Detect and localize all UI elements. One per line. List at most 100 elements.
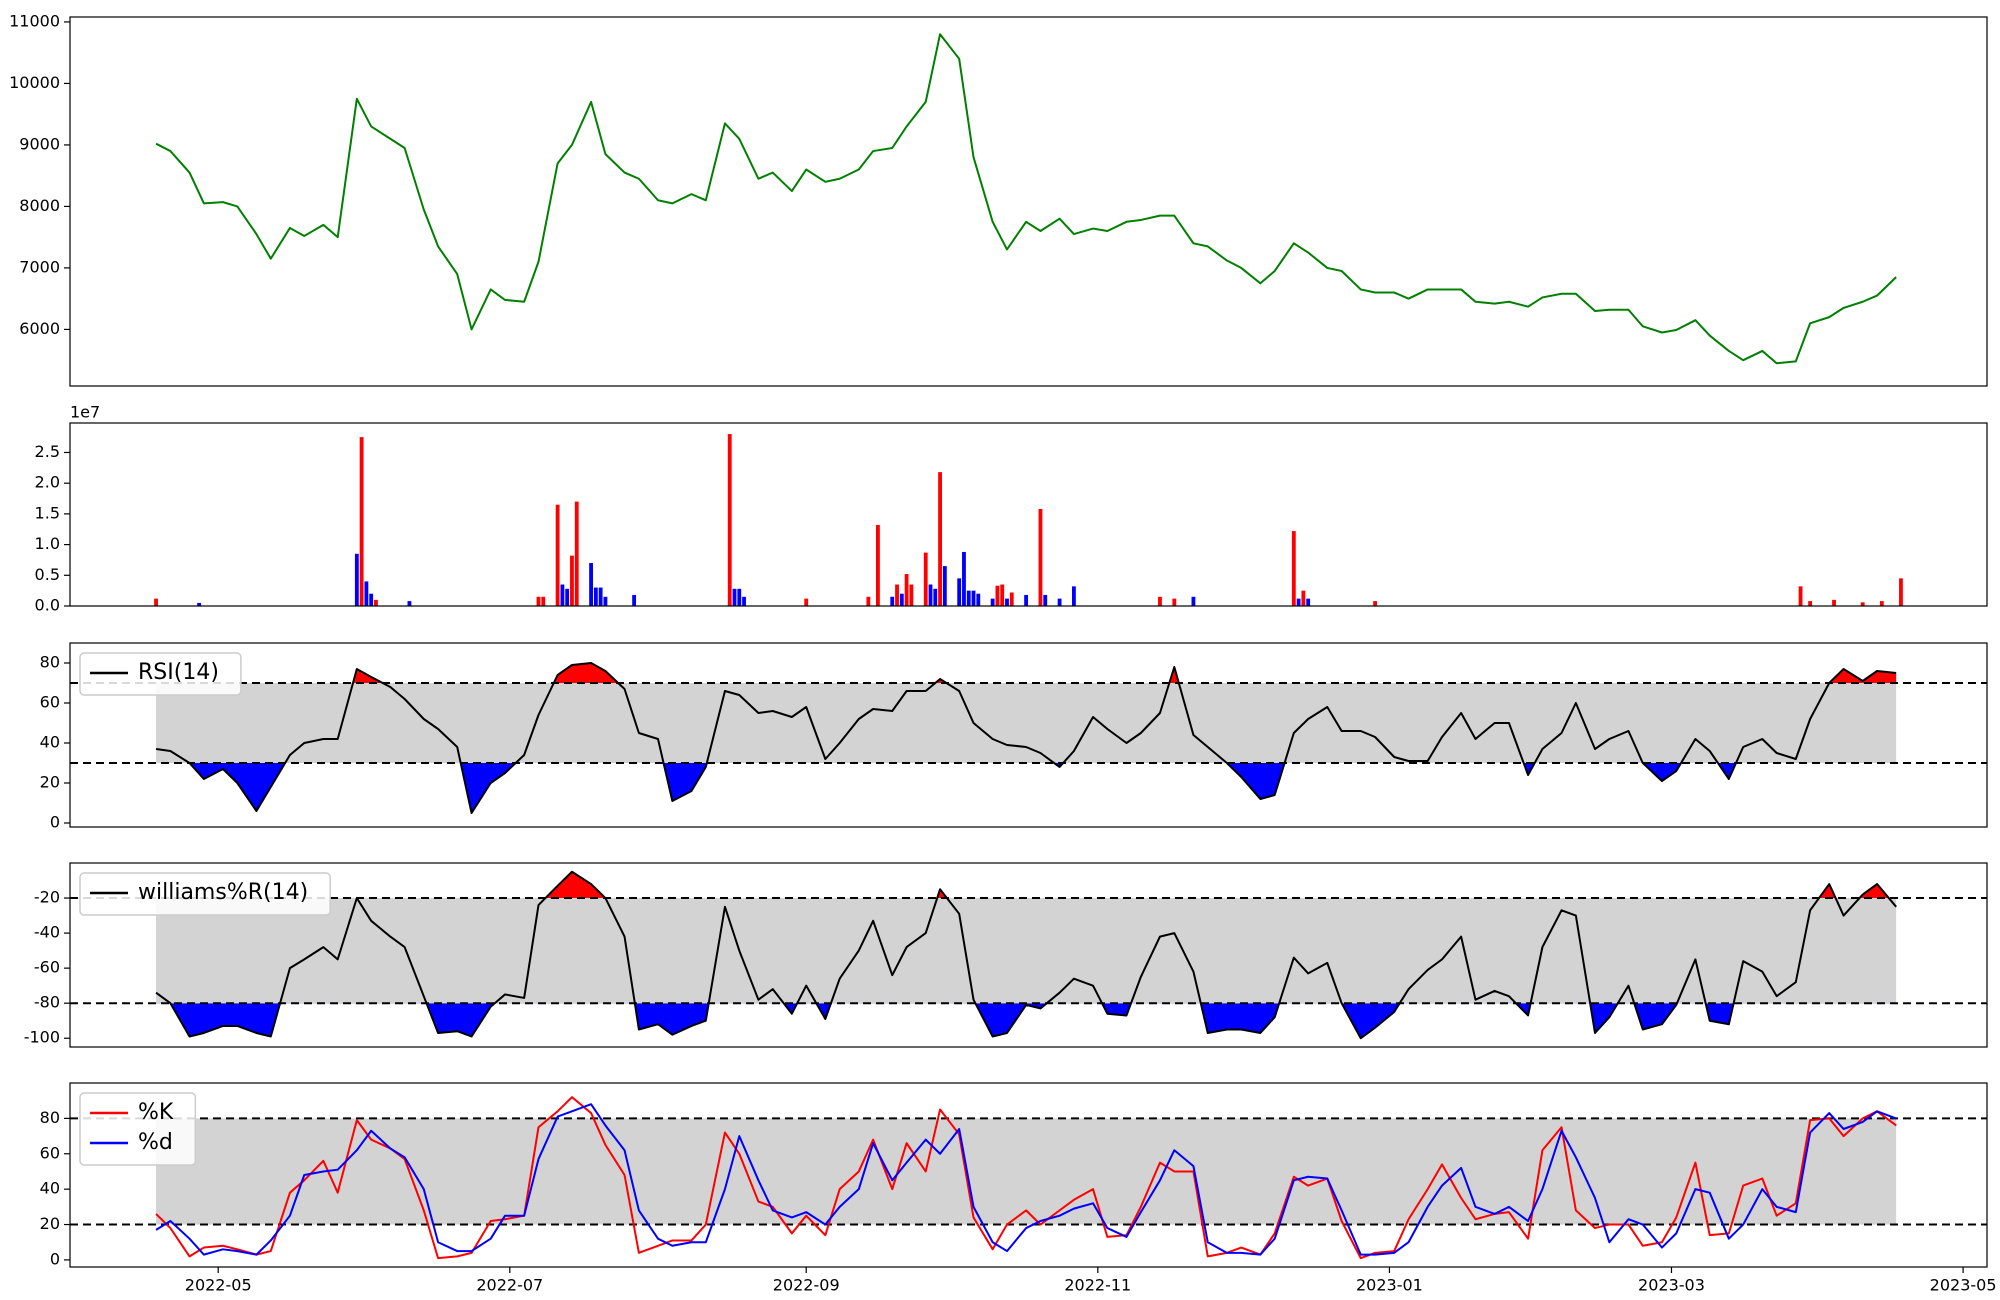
volume-bar xyxy=(890,596,895,606)
series-line xyxy=(155,33,1897,365)
volume-bar xyxy=(1832,599,1836,606)
legend-label: williams%R(14) xyxy=(138,880,308,905)
volume-bar xyxy=(804,598,809,606)
volume-bar xyxy=(359,437,364,606)
volume-bar xyxy=(574,501,579,606)
volume-bar xyxy=(1808,601,1813,606)
legend-label: RSI(14) xyxy=(138,660,219,685)
y-tick-label: 2.0 xyxy=(35,473,60,492)
volume-bar xyxy=(876,524,880,606)
volume-bar xyxy=(603,596,608,606)
y-tick-label: 8000 xyxy=(19,196,60,215)
series-line xyxy=(155,1103,1897,1256)
y-tick-label: 80 xyxy=(40,1108,60,1127)
series-line xyxy=(155,662,1897,814)
y-tick-label: 40 xyxy=(40,733,60,752)
band-fill xyxy=(156,683,1897,763)
volume-bar xyxy=(354,553,359,606)
axes-frame xyxy=(69,642,1988,828)
volume-bar xyxy=(1005,598,1009,606)
legend-box xyxy=(79,1092,197,1166)
axes-frame xyxy=(69,16,1988,387)
volume-bar xyxy=(589,563,593,606)
volume-bar xyxy=(904,574,909,606)
y-tick-label: 11000 xyxy=(9,11,60,30)
volume-bar xyxy=(1798,586,1803,606)
volume-bar xyxy=(1158,596,1162,606)
legend-box xyxy=(79,652,242,696)
volume-bar xyxy=(1879,601,1884,606)
x-tick-label: 2022-11 xyxy=(1064,1276,1131,1295)
y-tick-label: 1.5 xyxy=(35,503,60,522)
legend-label: %K xyxy=(138,1100,174,1125)
volume-bar xyxy=(369,593,374,606)
volume-bar xyxy=(598,587,603,606)
volume-bar xyxy=(560,584,565,606)
volume-bar xyxy=(570,555,574,606)
volume-bar xyxy=(933,588,938,606)
volume-bar xyxy=(966,590,971,606)
y-tick-label: 1.0 xyxy=(35,534,60,553)
volume-bar xyxy=(1038,508,1043,606)
volume-bar xyxy=(374,599,378,606)
volume-bar xyxy=(1057,598,1062,606)
y-tick-label: 7000 xyxy=(19,257,60,276)
volume-bar xyxy=(364,581,369,606)
y-tick-label: 20 xyxy=(40,1214,60,1233)
plot-area xyxy=(70,870,1987,1040)
y-tick-label: 10000 xyxy=(9,73,60,92)
volume-bar xyxy=(895,584,899,606)
overbought-fill xyxy=(156,663,1897,683)
volume-bar xyxy=(942,566,947,606)
legend: %K %d xyxy=(79,1092,197,1166)
volume-bar xyxy=(536,596,541,606)
volume-bar xyxy=(737,588,742,606)
volume-bar xyxy=(928,584,933,606)
band-fill xyxy=(156,898,1897,1004)
volume-bar xyxy=(742,596,746,606)
volume-bar xyxy=(923,552,928,606)
y-tick-label: -80 xyxy=(34,993,60,1012)
plot-area xyxy=(154,434,1903,606)
y-tick-label: 40 xyxy=(40,1179,60,1198)
volume-bar xyxy=(407,601,412,606)
y-tick-label: 6000 xyxy=(19,319,60,338)
y-tick-label: 60 xyxy=(40,1143,60,1162)
y-tick-label: 9000 xyxy=(19,134,60,153)
y-tick-label: -100 xyxy=(24,1028,60,1047)
y-tick-label: 2.5 xyxy=(35,442,60,461)
axes-frame xyxy=(69,1082,1988,1268)
volume-bar xyxy=(1301,590,1306,606)
volume-bar xyxy=(593,587,598,606)
legend: RSI(14) xyxy=(79,652,242,696)
x-tick-label: 2022-09 xyxy=(773,1276,840,1295)
volume-bar xyxy=(995,585,1000,606)
volume-bar xyxy=(866,596,871,606)
y-tick-label: 0 xyxy=(50,813,60,832)
x-tick-label: 2023-03 xyxy=(1638,1276,1705,1295)
volume-bar xyxy=(154,598,158,606)
plot-area xyxy=(155,33,1897,365)
volume-bar xyxy=(1000,584,1005,606)
y-tick-label: 0.5 xyxy=(35,565,60,584)
volume-bar xyxy=(938,472,942,606)
legend-label: %d xyxy=(138,1130,173,1155)
volume-bar xyxy=(632,594,637,606)
axes-frame xyxy=(69,422,1988,607)
y-tick-label: 80 xyxy=(40,653,60,672)
x-tick-label: 2022-05 xyxy=(185,1276,252,1295)
band-fill xyxy=(156,1118,1897,1225)
volume-bar xyxy=(909,584,914,606)
x-tick-label: 2022-07 xyxy=(476,1276,543,1295)
volume-bar xyxy=(1306,598,1311,606)
y-tick-label: -20 xyxy=(34,888,60,907)
volume-bar xyxy=(1899,578,1903,606)
y-tick-label: 0.0 xyxy=(35,596,60,615)
volume-bar xyxy=(541,596,546,606)
y-tick-label: 0 xyxy=(50,1249,60,1268)
volume-bar xyxy=(976,593,981,606)
y-tick-label: -40 xyxy=(34,923,60,942)
volume-bar xyxy=(990,598,995,606)
axis-offset-text: 1e7 xyxy=(70,403,100,422)
